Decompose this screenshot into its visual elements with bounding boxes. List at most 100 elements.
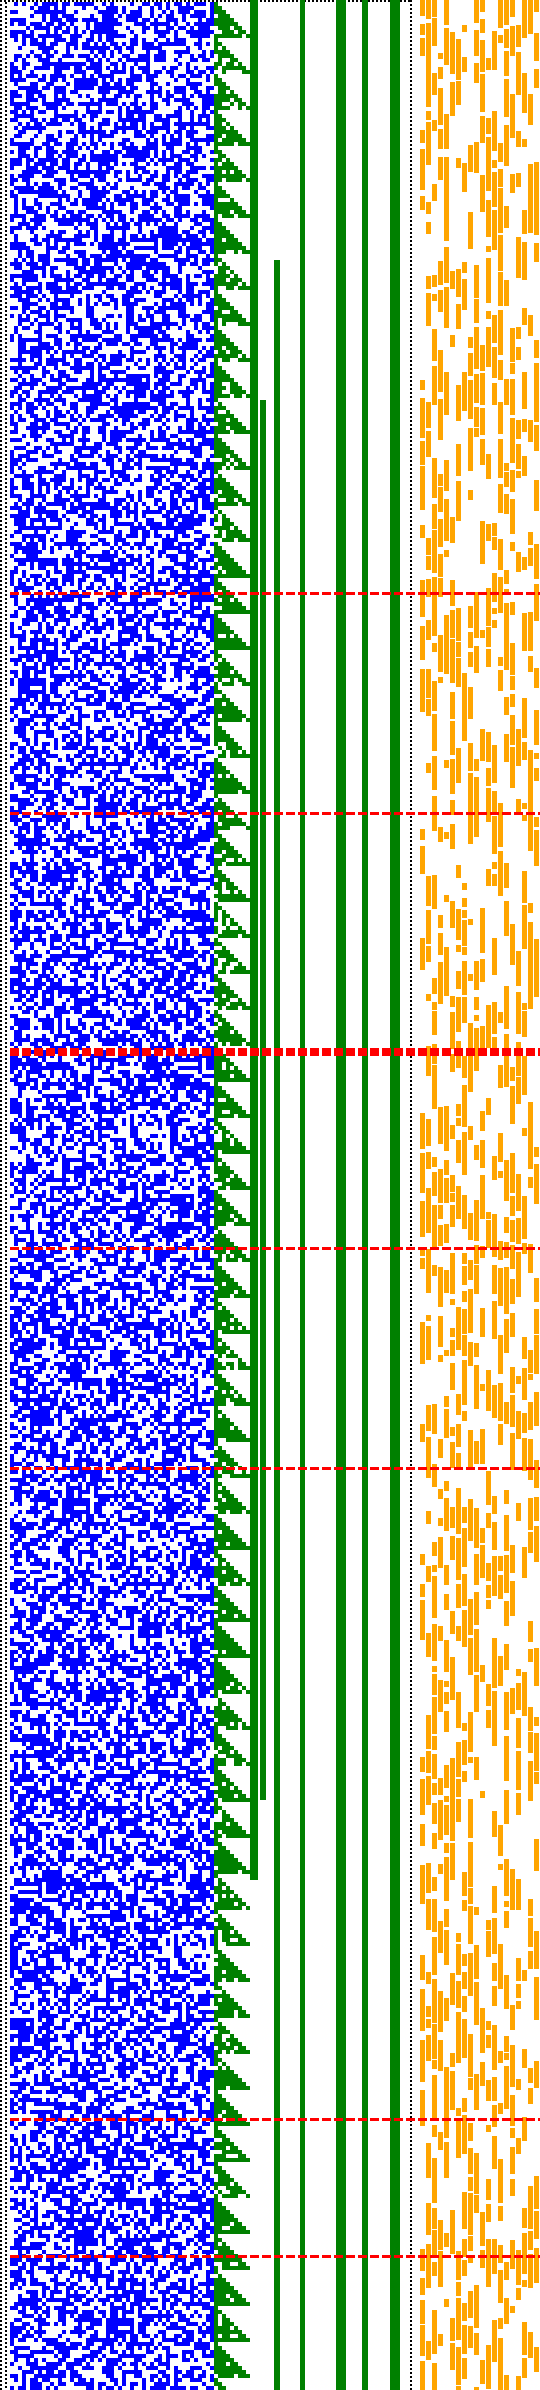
random-cell: [34, 166, 38, 170]
border-dot: [0, 540, 2, 542]
random-cell: [10, 214, 14, 218]
border-dot: [0, 1268, 2, 1270]
random-cell: [30, 346, 34, 350]
border-dot: [0, 2128, 2, 2130]
border-dot: [0, 1532, 2, 1534]
border-dot: [5, 2346, 7, 2348]
border-dot: [0, 2240, 2, 2242]
random-cell: [106, 10, 110, 14]
random-cell: [82, 102, 86, 106]
random-cell: [82, 70, 86, 74]
border-dot: [0, 1700, 2, 1702]
random-cell: [190, 390, 194, 394]
random-cell: [50, 306, 54, 310]
random-cell: [90, 142, 94, 146]
random-cell: [182, 314, 186, 318]
border-dot: [410, 2284, 412, 2286]
random-cell: [206, 338, 210, 342]
border-dot: [40, 0, 42, 2]
random-cell: [74, 46, 78, 50]
border-dot: [410, 1412, 412, 1414]
random-cell: [10, 194, 14, 198]
border-dot: [410, 1664, 412, 1666]
random-cell: [58, 18, 62, 22]
random-cell: [186, 230, 190, 234]
random-cell: [194, 146, 198, 150]
random-cell: [74, 38, 78, 42]
random-cell: [66, 194, 70, 198]
random-cell: [54, 246, 58, 250]
border-dot: [0, 1708, 2, 1710]
random-cell: [158, 294, 162, 298]
border-dot: [5, 1006, 7, 1008]
random-cell: [102, 258, 106, 262]
random-cell: [66, 54, 70, 58]
random-cell: [90, 222, 94, 226]
random-cell: [26, 146, 30, 150]
border-dot: [0, 1732, 2, 1734]
random-cell: [126, 266, 130, 270]
random-cell: [58, 238, 62, 242]
border-dot: [5, 58, 7, 60]
random-cell: [90, 134, 94, 138]
random-cell: [126, 306, 130, 310]
random-cell: [182, 354, 186, 358]
border-dot: [5, 1078, 7, 1080]
border-dot: [5, 806, 7, 808]
random-cell: [50, 354, 54, 358]
random-cell: [54, 18, 58, 22]
border-dot: [0, 328, 2, 330]
random-cell: [86, 162, 90, 166]
random-cell: [166, 82, 170, 86]
random-cell: [210, 246, 214, 250]
border-dot: [5, 1990, 7, 1992]
random-cell: [70, 34, 74, 38]
border-dot: [410, 988, 412, 990]
random-cell: [206, 142, 210, 146]
random-cell: [158, 418, 162, 422]
random-cell: [146, 278, 150, 282]
border-dot: [5, 1810, 7, 1812]
border-dot: [5, 1230, 7, 1232]
border-dot: [410, 1116, 412, 1118]
border-dot: [410, 656, 412, 658]
random-cell: [158, 54, 162, 58]
random-cell: [38, 334, 42, 338]
random-cell: [14, 142, 18, 146]
random-cell: [58, 62, 62, 66]
border-dot: [0, 148, 2, 150]
border-dot: [5, 2126, 7, 2128]
random-cell: [126, 90, 130, 94]
random-cell: [102, 30, 106, 34]
random-cell: [166, 122, 170, 126]
random-cell: [18, 174, 22, 178]
random-cell: [126, 414, 130, 418]
border-dot: [5, 1866, 7, 1868]
random-cell: [34, 106, 38, 110]
random-cell: [26, 106, 30, 110]
border-dot: [410, 2132, 412, 2134]
border-dot: [0, 2256, 2, 2258]
random-cell: [138, 258, 142, 262]
random-cell: [10, 174, 14, 178]
random-cell: [30, 138, 34, 142]
border-dot: [410, 472, 412, 474]
border-dot: [5, 134, 7, 136]
random-cell: [178, 282, 182, 286]
border-dot: [410, 488, 412, 490]
random-cell: [102, 210, 106, 214]
random-cell: [90, 34, 94, 38]
border-dot: [5, 1382, 7, 1384]
border-dot: [410, 1800, 412, 1802]
random-cell: [30, 270, 34, 274]
border-dot: [5, 30, 7, 32]
random-cell: [46, 46, 50, 50]
random-cell: [162, 50, 166, 54]
random-cell: [34, 90, 38, 94]
border-dot: [5, 358, 7, 360]
random-cell: [10, 34, 14, 38]
random-cell: [94, 190, 98, 194]
random-cell: [118, 178, 122, 182]
border-dot: [5, 286, 7, 288]
border-dot: [0, 2212, 2, 2214]
